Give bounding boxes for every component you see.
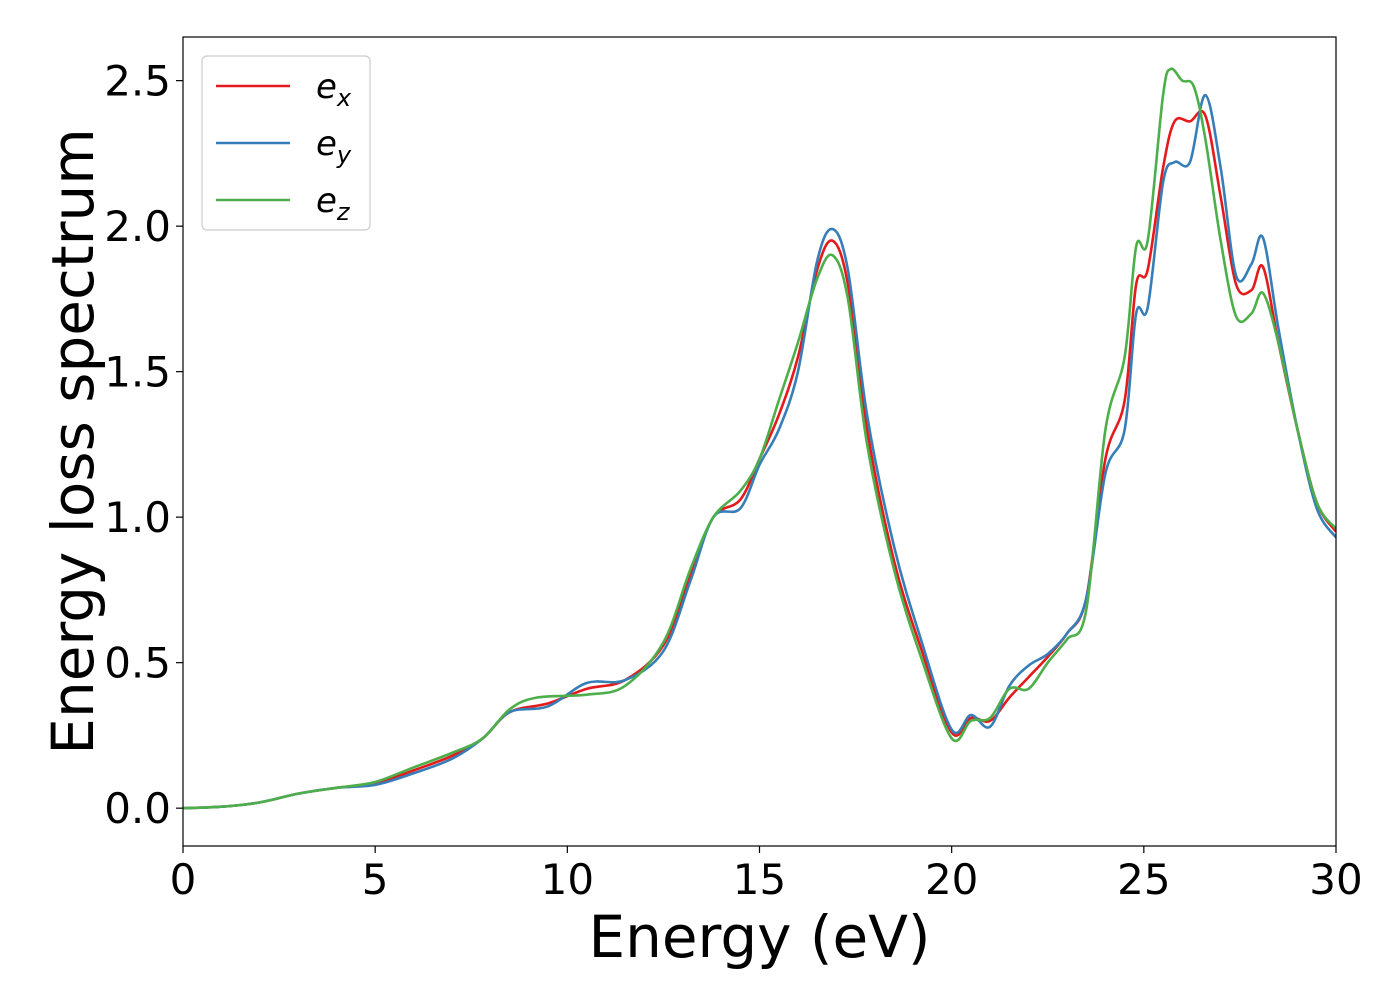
y-tick-label: 1.5 <box>104 348 171 397</box>
legend: ex ey ez <box>201 55 371 231</box>
y-tick-label: 2.5 <box>104 57 171 106</box>
x-tick-label: 25 <box>1117 855 1170 904</box>
x-tick-label: 5 <box>362 855 389 904</box>
y-axis: 0.0 0.5 1.0 1.5 2.0 2.5 <box>104 57 183 833</box>
y-tick-label: 0.0 <box>104 784 171 833</box>
x-tick-label: 20 <box>925 855 978 904</box>
legend-label-z: ez <box>316 181 351 226</box>
x-axis: 0 5 10 15 20 25 30 <box>170 846 1363 904</box>
series-line-y <box>183 93 1336 810</box>
x-tick-label: 30 <box>1309 855 1362 904</box>
legend-label-y: ey <box>316 124 352 169</box>
series-line-z <box>183 67 1336 810</box>
x-tick-label: 0 <box>170 855 197 904</box>
x-tick-label: 10 <box>541 855 594 904</box>
legend-label-x: ex <box>316 67 352 112</box>
y-axis-title: Energy loss spectrum <box>39 128 107 754</box>
y-tick-label: 1.0 <box>104 493 171 542</box>
y-tick-label: 0.5 <box>104 639 171 688</box>
x-tick-label: 15 <box>733 855 786 904</box>
y-tick-label: 2.0 <box>104 202 171 251</box>
series-layer <box>183 67 1336 810</box>
x-axis-title: Energy (eV) <box>588 903 930 971</box>
